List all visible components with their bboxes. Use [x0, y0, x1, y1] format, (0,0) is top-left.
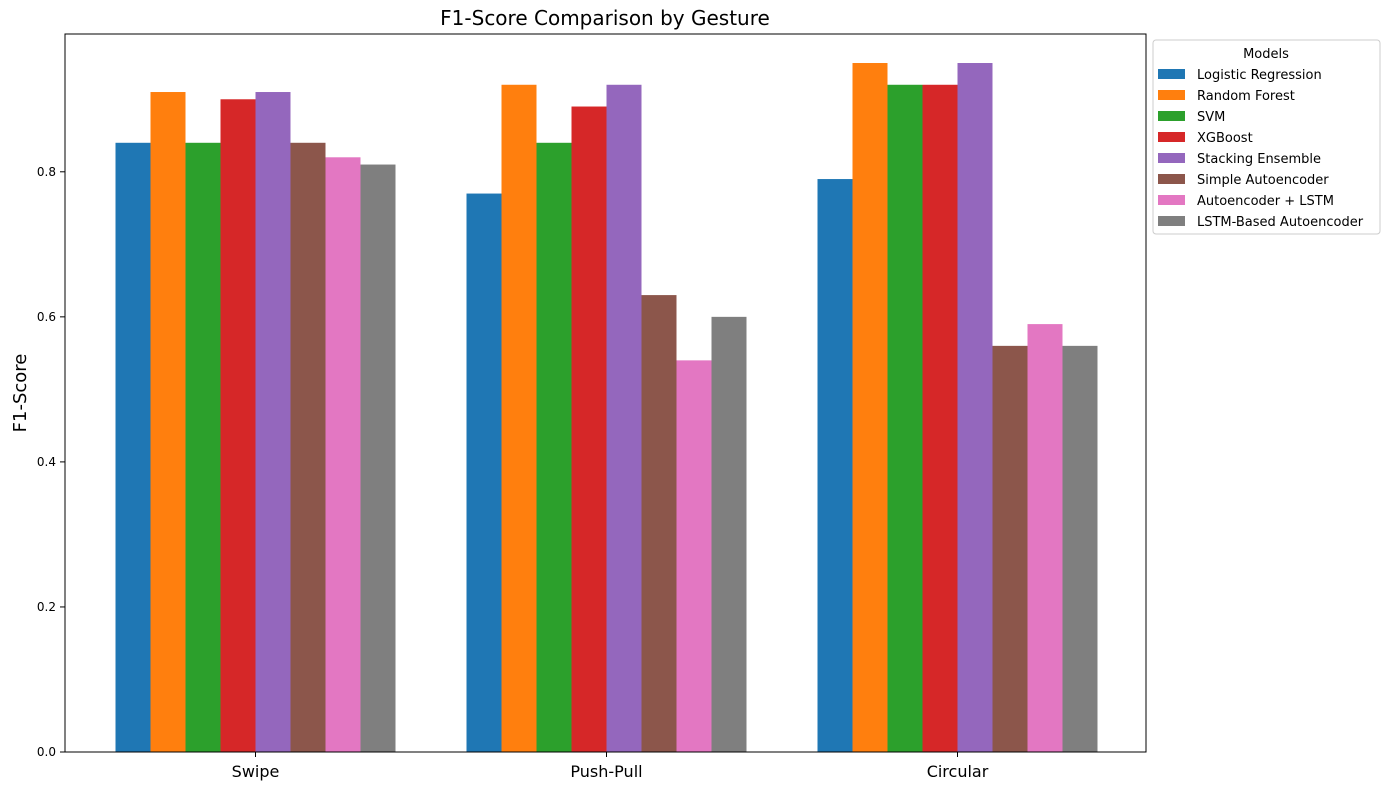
bar-stacking-ensemble-push-pull [606, 84, 642, 752]
bar-autoencoder-lstm-push-pull [676, 360, 712, 752]
legend-entries: Logistic Regression Random Forest SVM XGBoo… [1158, 68, 1364, 230]
bar-autoencoder-lstm-circular [1027, 324, 1063, 752]
legend-label: SVM [1197, 110, 1225, 125]
legend-title: Models [1243, 47, 1289, 62]
bar-logistic-regression-swipe [115, 142, 151, 753]
bar-random-forest-circular [852, 63, 888, 752]
y-tick-label: 0.8 [37, 165, 56, 179]
legend-label: Simple Autoencoder [1197, 173, 1329, 188]
legend-swatch [1158, 216, 1185, 226]
legend-swatch [1158, 90, 1185, 100]
y-axis: 0.0 0.2 0.4 0.6 0.8 [37, 165, 65, 759]
plot-frame [64, 33, 1147, 753]
legend-swatch [1158, 69, 1185, 79]
bar-random-forest-push-pull [501, 84, 537, 752]
y-axis-label: F1-Score [10, 354, 31, 433]
bar-stacking-ensemble-swipe [255, 92, 291, 752]
x-tick-label: Circular [927, 762, 989, 781]
bar-simple-autoencoder-push-pull [641, 295, 677, 752]
x-tick-label: Push-Pull [570, 762, 642, 781]
bar-logistic-regression-push-pull [466, 193, 502, 753]
legend-label: XGBoost [1197, 131, 1253, 146]
bar-lstm-based-autoencoder-circular [1062, 345, 1098, 752]
legend-swatch [1158, 174, 1185, 184]
legend: Models Logistic Regression Random Forest S… [1152, 39, 1381, 235]
bar-xgboost-push-pull [571, 106, 607, 752]
legend-label: Logistic Regression [1197, 68, 1322, 83]
bars-layer [115, 63, 1098, 753]
bar-simple-autoencoder-circular [992, 345, 1028, 752]
bar-svm-swipe [185, 142, 221, 753]
bar-logistic-regression-circular [817, 179, 853, 752]
chart-title: F1-Score Comparison by Gesture [440, 6, 770, 30]
bar-svm-circular [887, 84, 923, 752]
legend-label: Stacking Ensemble [1197, 152, 1321, 167]
legend-label: Random Forest [1197, 89, 1295, 104]
y-tick-label: 0.2 [37, 600, 56, 614]
legend-box [1152, 39, 1381, 235]
legend-label: Autoencoder + LSTM [1197, 194, 1334, 209]
legend-swatch [1158, 195, 1185, 205]
y-tick-label: 0.4 [37, 455, 56, 469]
bar-xgboost-swipe [220, 99, 256, 753]
y-tick-label: 0.6 [37, 310, 56, 324]
legend-label: LSTM-Based Autoencoder [1197, 215, 1364, 230]
legend-swatch [1158, 132, 1185, 142]
legend-swatch [1158, 153, 1185, 163]
bar-autoencoder-lstm-swipe [325, 157, 361, 753]
x-axis: Swipe Push-Pull Circular [232, 752, 989, 781]
legend-swatch [1158, 111, 1185, 121]
bar-xgboost-circular [922, 84, 958, 752]
bar-stacking-ensemble-circular [957, 63, 993, 752]
y-tick-label: 0.0 [37, 745, 56, 759]
bar-random-forest-swipe [150, 92, 186, 752]
bar-svm-push-pull [536, 142, 572, 753]
x-tick-label: Swipe [232, 762, 280, 781]
bar-lstm-based-autoencoder-swipe [360, 164, 396, 752]
bar-simple-autoencoder-swipe [290, 142, 326, 753]
bar-lstm-based-autoencoder-push-pull [711, 316, 747, 752]
